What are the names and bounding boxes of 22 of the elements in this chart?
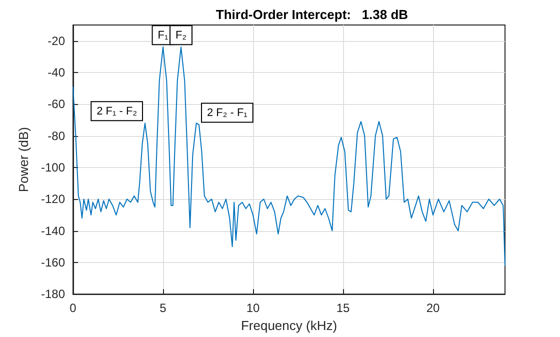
y-tick-label: -60 [48, 97, 66, 112]
y-tick-label: -180 [40, 287, 66, 302]
annotation: 2 F₂ - F₁ [207, 107, 248, 120]
y-tick-label: -80 [48, 128, 66, 143]
y-tick-label: -40 [48, 65, 66, 80]
annotation: 2 F₁ - F₂ [96, 106, 137, 118]
x-tick-label: 15 [336, 301, 350, 316]
x-tick-label: 10 [246, 301, 260, 316]
chart-title: Third-Order Intercept: 1.38 dB [216, 7, 408, 22]
y-tick-label: -140 [40, 224, 66, 238]
x-tick-label: 20 [426, 301, 440, 316]
annotation: F₂ [176, 30, 186, 42]
line-series [72, 46, 506, 266]
x-tick-label: 5 [160, 301, 167, 316]
y-tick-label: -120 [40, 192, 66, 206]
y-tick-label: -20 [48, 34, 66, 48]
y-axis-title: Power (dB) [16, 127, 32, 192]
annotation: F₁ [158, 30, 168, 42]
y-tick-label: -100 [40, 160, 66, 174]
y-tick-label: -160 [40, 255, 66, 270]
x-tick-label: 0 [70, 301, 77, 316]
x-axis-title: Frequency (kHz) [240, 318, 338, 333]
